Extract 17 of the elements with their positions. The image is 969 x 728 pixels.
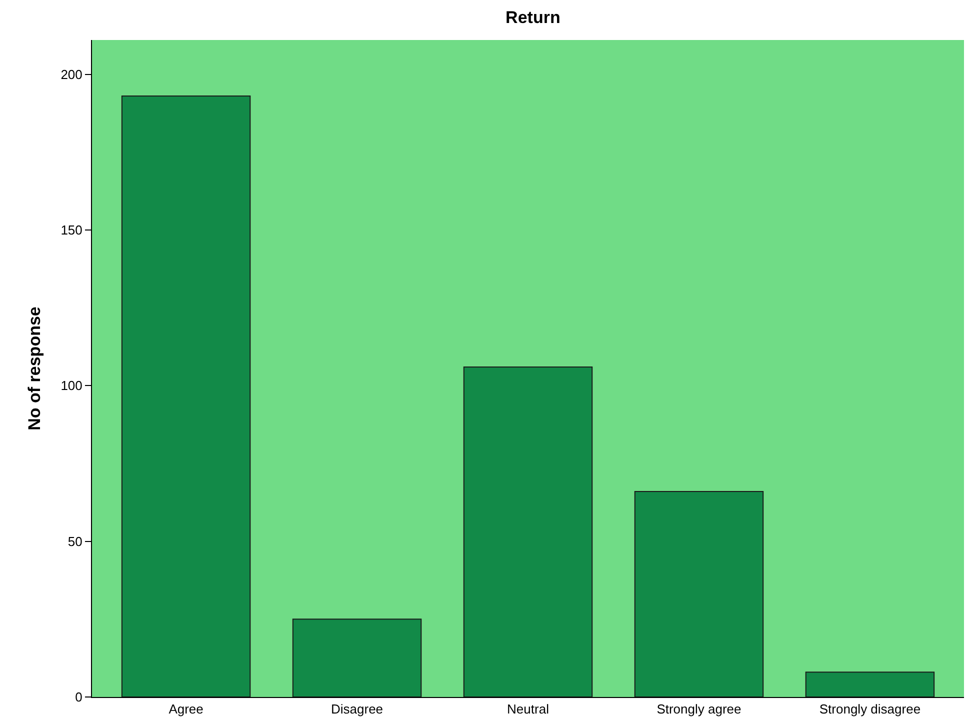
bar: [292, 618, 422, 697]
x-tick-label: Disagree: [331, 702, 384, 717]
bar: [634, 490, 764, 697]
bar: [805, 672, 935, 697]
bar: [121, 96, 251, 697]
y-axis-title: No of response: [25, 306, 44, 430]
y-tick-label: 200: [60, 66, 82, 82]
bar: [463, 366, 593, 697]
x-tick-label: Strongly disagree: [819, 702, 921, 717]
y-tick-label: 0: [75, 690, 82, 705]
x-tick-label: Strongly agree: [656, 702, 742, 717]
y-tick-label: 100: [60, 378, 82, 394]
x-tick-label: Neutral: [507, 702, 550, 717]
chart-title: Return: [506, 8, 560, 27]
x-tick-label: Agree: [168, 702, 204, 717]
y-tick-label: 50: [68, 534, 82, 549]
y-tick-label: 150: [60, 222, 82, 238]
